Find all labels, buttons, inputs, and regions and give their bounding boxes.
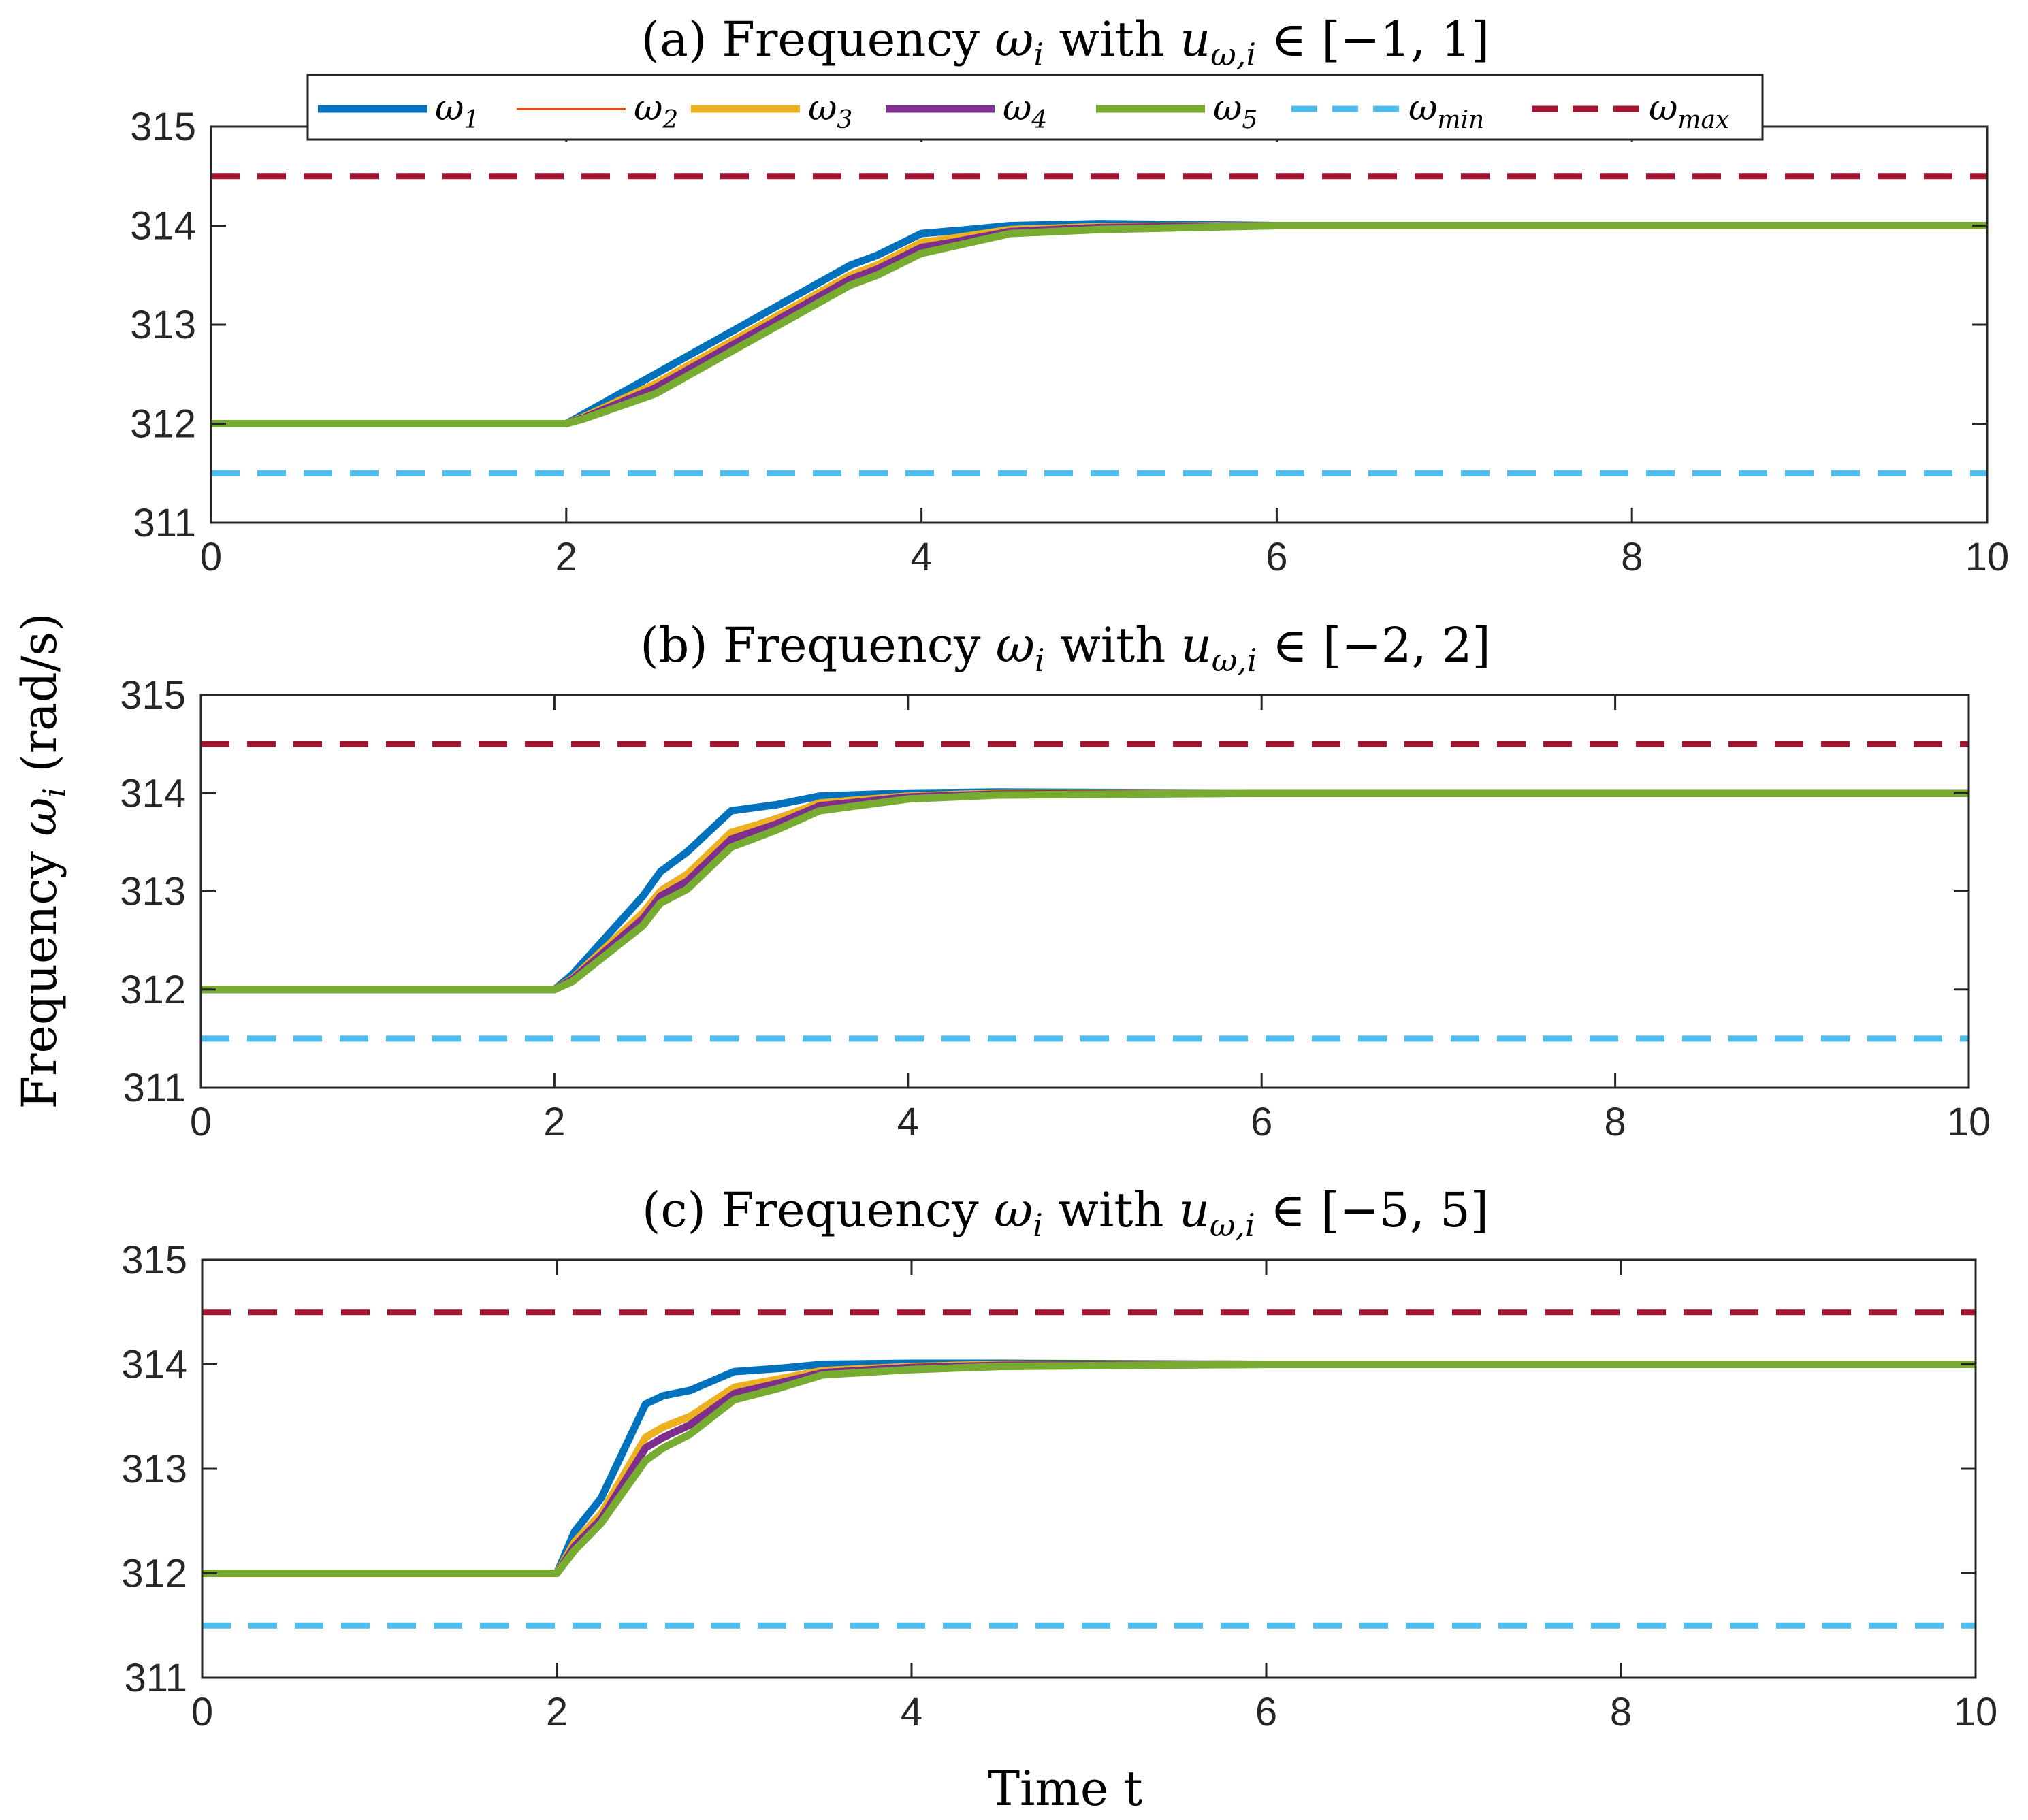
panel-c-ytick-label: 315 <box>121 1238 187 1282</box>
panel-c-xtick-label: 6 <box>1255 1690 1277 1734</box>
panel-c-ytick-label: 311 <box>125 1656 187 1700</box>
panel-c-series-w5 <box>202 1361 1976 1577</box>
panel-b-series-w5 <box>201 789 1969 994</box>
panel-c-ytick-label: 314 <box>121 1343 187 1387</box>
panel-a-ytick-label: 313 <box>130 303 196 347</box>
legend-label-w3: ω3 <box>808 88 852 134</box>
panel-b-series-group <box>201 741 1969 1042</box>
legend-label-w5: ω5 <box>1213 88 1257 134</box>
panel-c-title: (c) Frequency ωi with uω,i ∈ [−5, 5] <box>642 1182 1489 1244</box>
x-axis-label: Time t <box>988 1761 1142 1817</box>
panel-c-xtick-label: 10 <box>1954 1690 1998 1734</box>
panel-a-ytick-label: 314 <box>130 204 196 248</box>
panel-b-xtick-label: 0 <box>190 1100 212 1144</box>
panel-b-title: (b) Frequency ωi with uω,i ∈ [−2, 2] <box>640 617 1491 679</box>
legend-label-w4: ω4 <box>1003 88 1047 134</box>
legend-label-wmin: ωmin <box>1409 88 1484 134</box>
panel-b-ytick-label: 311 <box>123 1066 186 1110</box>
panel-a-ytick-label: 315 <box>130 105 196 149</box>
panel-a-xtick-label: 10 <box>1965 535 2010 579</box>
y-axis-label: Frequency ωi (rad/s) <box>12 613 73 1109</box>
panel-a-ytick-label: 311 <box>133 501 196 545</box>
panel-b-background <box>201 695 1969 1088</box>
panel-a-xtick-label: 0 <box>200 535 222 579</box>
panel-a-title: (a) Frequency ωi with uω,i ∈ [−1, 1] <box>641 12 1490 73</box>
panel-b-ytick-label: 313 <box>120 870 186 914</box>
panel-c-ytick-label: 312 <box>121 1552 187 1596</box>
panel-c-ytick-label: 313 <box>121 1447 187 1491</box>
legend-label-w1: ω1 <box>435 88 479 134</box>
panel-b-plot-area: 0 2 4 6 8 10 311 312 313 314 315 <box>120 673 1991 1144</box>
panel-a-xtick-label: 4 <box>910 535 932 579</box>
panel-c-background <box>202 1260 1976 1678</box>
panel-a-xtick-label: 2 <box>556 535 577 579</box>
panel-c-series-group <box>202 1309 1976 1629</box>
panel-c-plot-area: 0 2 4 6 8 10 311 312 313 314 315 <box>121 1238 1997 1734</box>
panel-a-plot-area: 0 2 4 6 8 10 311 312 313 314 315 <box>130 105 2009 579</box>
panel-b-xtick-label: 2 <box>543 1100 565 1144</box>
panel-a-ytick-label: 312 <box>130 402 196 446</box>
panel-b-xtick-label: 4 <box>897 1100 919 1144</box>
panel-a-xtick-label: 8 <box>1621 535 1643 579</box>
panel-c-xtick-label: 2 <box>546 1690 568 1734</box>
panel-b-ytick-label: 314 <box>120 771 186 815</box>
panel-a-series-group <box>211 173 1987 476</box>
panel-a-background <box>211 127 1987 523</box>
panel-c: (c) Frequency ωi with uω,i ∈ [−5, 5] 0 2 4… <box>121 1182 1997 1734</box>
panel-b-xtick-label: 10 <box>1947 1100 1991 1144</box>
legend-label-w2: ω2 <box>634 88 678 134</box>
panel-a-series-w5 <box>211 222 1987 427</box>
panel-c-xtick-label: 8 <box>1610 1690 1632 1734</box>
panel-a-xtick-label: 6 <box>1266 535 1287 579</box>
panel-a: (a) Frequency ωi with uω,i ∈ [−1, 1] 0 2 4… <box>130 12 2009 579</box>
panel-c-xtick-label: 4 <box>901 1690 922 1734</box>
legend-box <box>306 74 1764 141</box>
panel-b-ytick-label: 315 <box>120 673 186 717</box>
panel-b: (b) Frequency ωi with uω,i ∈ [−2, 2] 0 2 4… <box>120 617 1991 1144</box>
legend-label-wmax: ωmax <box>1649 88 1729 134</box>
panel-b-xtick-label: 8 <box>1604 1100 1626 1144</box>
panel-b-ytick-label: 312 <box>120 968 186 1012</box>
legend: ω1 ω2 ω3 ω4 ω5 ωmin ωmax <box>306 74 1764 141</box>
panel-b-xtick-label: 6 <box>1251 1100 1272 1144</box>
panel-c-xtick-label: 0 <box>191 1690 213 1734</box>
